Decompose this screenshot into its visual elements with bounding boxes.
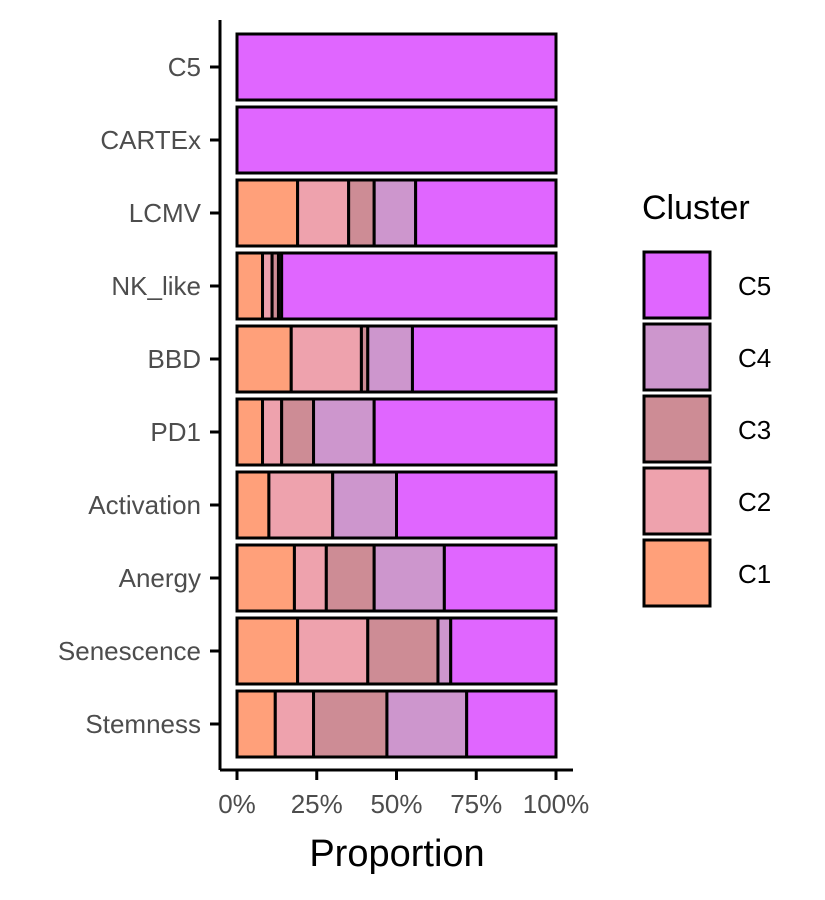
bar-segment-NK_like-C5 <box>280 251 558 321</box>
bar-segment-LCMV-C4 <box>372 178 418 248</box>
bar-segment-Activation-C1 <box>235 470 271 540</box>
bar-segment-PD1-C4 <box>312 397 376 467</box>
bar-segment-Stemness-C1 <box>235 689 277 759</box>
y-tick-label: PD1 <box>150 417 201 447</box>
bar-segment-Senescence-C3 <box>366 616 440 686</box>
legend-key-C3 <box>642 394 712 464</box>
y-tick-label: Anergy <box>119 563 201 593</box>
legend-key-C4 <box>642 322 712 392</box>
x-tick-label: 25% <box>291 789 343 819</box>
legend-key-C2 <box>642 466 712 536</box>
bar-segment-Activation-C5 <box>395 470 558 540</box>
bar-segment-Activation-C2 <box>267 470 335 540</box>
legend-label-C2: C2 <box>738 487 771 517</box>
bar-segment-Senescence-C1 <box>235 616 300 686</box>
legend-key-C5 <box>642 250 712 320</box>
bar-segment-Anergy-C5 <box>442 543 558 613</box>
x-tick-layer: 0% 25% 50% 75% 100% <box>218 770 589 819</box>
bar-segment-Anergy-C4 <box>372 543 446 613</box>
y-tick-label: LCMV <box>129 198 202 228</box>
bar-segment-BBD-C5 <box>410 324 558 394</box>
bar-segment-Stemness-C4 <box>385 689 469 759</box>
bar-segment-LCMV-C3 <box>347 178 376 248</box>
bar-segment-PD1-C5 <box>372 397 558 467</box>
bar-segment-LCMV-C5 <box>414 178 558 248</box>
bar-segment-Stemness-C5 <box>465 689 558 759</box>
bars-layer <box>235 32 558 759</box>
bar-segment-Senescence-C4 <box>436 616 453 686</box>
bar-segment-C5-C5 <box>235 32 558 102</box>
bar-segment-Stemness-C3 <box>312 689 389 759</box>
bar-segment-CARTEx-C5 <box>235 105 558 175</box>
bar-segment-BBD-C1 <box>235 324 293 394</box>
legend-label-C5: C5 <box>738 271 771 301</box>
legend-label-C1: C1 <box>738 559 771 589</box>
y-tick-label: Senescence <box>58 636 201 666</box>
x-axis-title: Proportion <box>309 833 484 875</box>
legend-label-C3: C3 <box>738 415 771 445</box>
x-tick-label: 100% <box>523 789 590 819</box>
legend-items: C5 C4 C3 C2 C1 <box>642 250 771 608</box>
x-tick-label: 75% <box>450 789 502 819</box>
bar-segment-Anergy-C2 <box>292 543 328 613</box>
x-tick-label: 50% <box>370 789 422 819</box>
legend-key-C1 <box>642 538 712 608</box>
y-tick-label: C5 <box>168 52 201 82</box>
bar-segment-BBD-C4 <box>366 324 414 394</box>
y-tick-label: NK_like <box>111 271 201 301</box>
x-tick-label: 0% <box>218 789 256 819</box>
bar-segment-Anergy-C1 <box>235 543 296 613</box>
bar-segment-Senescence-C5 <box>449 616 558 686</box>
bar-segment-NK_like-C1 <box>235 251 265 321</box>
bar-segment-BBD-C2 <box>289 324 363 394</box>
bar-segment-Senescence-C2 <box>296 616 370 686</box>
y-tick-layer: C5 CARTEx LCMV NK_like BBD PD1 Activation Anerg… <box>58 52 220 739</box>
y-tick-label: BBD <box>148 344 201 374</box>
legend-title: Cluster <box>642 189 750 227</box>
bar-segment-PD1-C3 <box>280 397 316 467</box>
bar-segment-Anergy-C3 <box>324 543 376 613</box>
bar-segment-Activation-C4 <box>331 470 399 540</box>
legend: Cluster C5 C4 C3 C2 C1 <box>642 189 771 608</box>
y-tick-label: Stemness <box>85 709 201 739</box>
bar-segment-LCMV-C2 <box>296 178 351 248</box>
bar-segment-PD1-C2 <box>261 397 284 467</box>
bar-segment-LCMV-C1 <box>235 178 300 248</box>
bar-segment-PD1-C1 <box>235 397 265 467</box>
legend-label-C4: C4 <box>738 343 771 373</box>
y-tick-label: CARTEx <box>100 125 201 155</box>
bar-segment-Stemness-C2 <box>273 689 316 759</box>
y-tick-label: Activation <box>88 490 201 520</box>
